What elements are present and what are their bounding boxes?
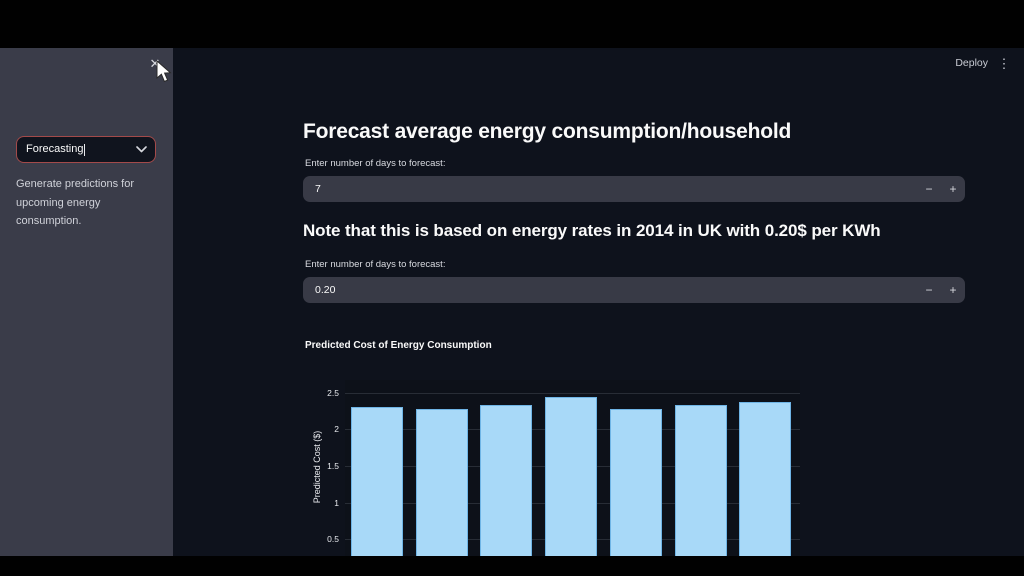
- rate-input-label: Enter number of days to forecast:: [305, 259, 446, 270]
- chart-title: Predicted Cost of Energy Consumption: [305, 340, 492, 351]
- main-menu-icon[interactable]: ⋮: [997, 56, 1011, 71]
- chevron-down-icon: [136, 146, 147, 153]
- y-tick-label: 1.5: [327, 461, 339, 472]
- bar: [609, 408, 662, 576]
- note-heading: Note that this is based on energy rates …: [303, 221, 881, 240]
- y-tick-label: 0.5: [327, 534, 339, 545]
- bar: [351, 406, 403, 576]
- letterbox-bottom: [0, 556, 1024, 576]
- days-input-value[interactable]: 7: [315, 183, 321, 195]
- bar: [739, 401, 792, 576]
- page-title: Forecast average energy consumption/hous…: [303, 120, 792, 143]
- minus-button[interactable]: −: [925, 182, 933, 196]
- text-caret: [84, 143, 86, 156]
- rate-input-value[interactable]: 0.20: [315, 284, 336, 296]
- bar: [674, 405, 727, 576]
- plot-area: [345, 380, 800, 576]
- bar: [545, 397, 598, 576]
- y-tick-label: 2: [334, 424, 339, 435]
- days-input-label: Enter number of days to forecast:: [305, 158, 446, 169]
- select-value: Forecasting: [26, 143, 86, 156]
- plus-button[interactable]: +: [949, 283, 957, 297]
- energy-cost-bar-chart: Predicted Cost of Energy Consumption Pre…: [303, 336, 808, 576]
- days-number-input[interactable]: 7 − +: [303, 176, 965, 202]
- letterbox-top: [0, 0, 1024, 48]
- main-content: Forecast average energy consumption/hous…: [173, 48, 1024, 576]
- app-header: Deploy ⋮: [173, 48, 1024, 84]
- rate-number-input[interactable]: 0.20 − +: [303, 277, 965, 303]
- deploy-button[interactable]: Deploy: [955, 57, 988, 69]
- bar: [480, 405, 533, 576]
- close-sidebar-icon[interactable]: ✕: [149, 56, 161, 71]
- y-tick-label: 1: [334, 497, 339, 508]
- plus-button[interactable]: +: [949, 182, 957, 196]
- bar: [415, 408, 468, 576]
- minus-button[interactable]: −: [925, 283, 933, 297]
- forecasting-select[interactable]: Forecasting: [16, 136, 156, 163]
- streamlit-app: ✕ Forecasting Generate predictions for u…: [0, 48, 1024, 576]
- sidebar-caption: Generate predictions for upcoming energy…: [16, 178, 135, 227]
- sidebar: ✕ Forecasting Generate predictions for u…: [0, 48, 173, 556]
- gridline: [345, 392, 800, 394]
- y-tick-label: 2.5: [327, 387, 339, 398]
